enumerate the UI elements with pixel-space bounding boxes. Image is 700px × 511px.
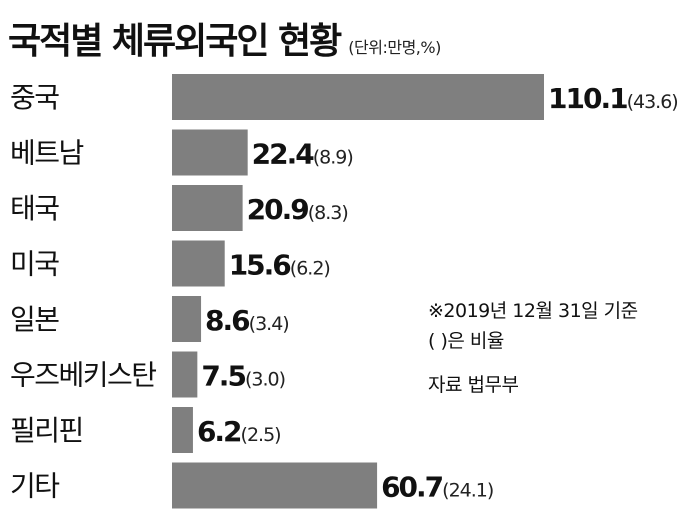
percent-label: (43.6) (627, 91, 678, 113)
bar (172, 185, 243, 231)
bar (172, 74, 544, 120)
percent-label: (2.5) (241, 424, 281, 446)
unit-note: (단위:만명,%) (348, 38, 441, 57)
data-label: 60.7(24.1) (381, 471, 493, 504)
percent-label: (8.9) (313, 147, 353, 169)
category-label: 미국 (10, 248, 59, 281)
ratio-note: ( )은 비율 (428, 330, 504, 352)
percent-label: (3.4) (249, 313, 289, 335)
chart-header: 국적별 체류외국인 현황 (단위:만명,%) (8, 12, 441, 64)
data-label: 20.9(8.3) (247, 193, 348, 226)
bar (172, 129, 248, 176)
value-label: 20.9 (247, 193, 309, 226)
value-label: 15.6 (229, 249, 291, 282)
bar (172, 296, 202, 342)
percent-label: (24.1) (442, 480, 493, 502)
data-label: 7.5(3.0) (201, 360, 285, 393)
value-label: 60.7 (381, 471, 443, 504)
bar (172, 462, 378, 509)
data-label: 8.6(3.4) (205, 304, 289, 337)
chart-title: 국적별 체류외국인 현황 (8, 21, 342, 62)
category-label: 일본 (10, 303, 59, 336)
category-label: 우즈베키스탄 (10, 359, 156, 392)
category-label: 태국 (10, 192, 59, 225)
percent-label: (8.3) (308, 202, 348, 224)
bar (172, 407, 193, 453)
data-label: 15.6(6.2) (229, 249, 330, 282)
category-label: 베트남 (10, 137, 84, 170)
category-label: 중국 (10, 81, 59, 114)
bar (172, 240, 225, 287)
category-label: 필리핀 (10, 414, 83, 447)
percent-label: (3.0) (245, 369, 285, 391)
value-label: 22.4 (252, 138, 315, 171)
bar (172, 351, 198, 398)
source-note: 자료 법무부 (428, 374, 519, 396)
category-label: 기타 (10, 470, 59, 503)
data-label: 110.1(43.6) (548, 82, 678, 115)
chart-notes: ※2019년 12월 31일 기준 ( )은 비율 자료 법무부 (428, 296, 638, 400)
date-basis-note: ※2019년 12월 31일 기준 (428, 300, 638, 322)
data-label: 22.4(8.9) (252, 138, 353, 171)
value-label: 110.1 (548, 82, 627, 115)
data-label: 6.2(2.5) (197, 415, 281, 448)
value-label: 7.5 (201, 360, 245, 393)
percent-label: (6.2) (290, 258, 330, 280)
value-label: 6.2 (197, 415, 241, 448)
value-label: 8.6 (205, 304, 249, 337)
